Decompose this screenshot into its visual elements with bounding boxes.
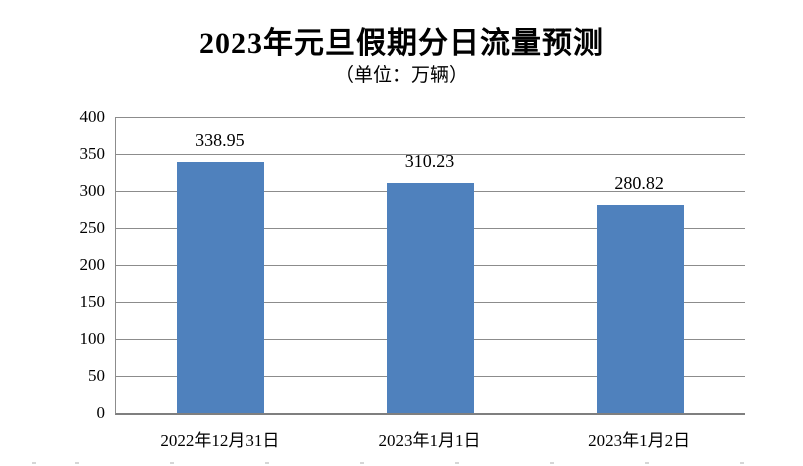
worksheet-cell-gridline-marks (0, 462, 803, 464)
y-tick-label-400: 400 (79, 107, 106, 126)
bar-2023年1月2日 (596, 205, 684, 413)
y-tick-label-250: 250 (79, 218, 106, 237)
chart-title: 2023年元旦假期分日流量预测 (199, 27, 604, 60)
chart-subtitle: （单位：万辆） (334, 65, 468, 86)
y-tick-label-200: 200 (79, 255, 106, 274)
bar-value-label-2: 280.82 (614, 173, 664, 194)
y-tick-label-150: 150 (79, 292, 106, 311)
gridline-400 (116, 117, 745, 118)
y-tick-label-50: 50 (88, 366, 105, 385)
bar-value-label-1: 310.23 (404, 151, 455, 172)
x-category-label-0: 2022年12月31日 (160, 431, 280, 450)
gridline-350 (116, 154, 745, 155)
x-category-label-2: 2023年1月2日 (588, 431, 691, 450)
y-tick-label-0: 0 (96, 403, 106, 422)
plot-area (115, 117, 745, 415)
y-tick-label-300: 300 (79, 181, 106, 200)
bar-value-label-0: 338.95 (195, 130, 245, 151)
bar-2022年12月31日 (177, 162, 265, 413)
x-category-label-1: 2023年1月1日 (378, 431, 481, 450)
y-tick-label-350: 350 (79, 144, 106, 163)
bar-2023年1月1日 (387, 183, 474, 413)
y-tick-label-100: 100 (79, 329, 106, 348)
